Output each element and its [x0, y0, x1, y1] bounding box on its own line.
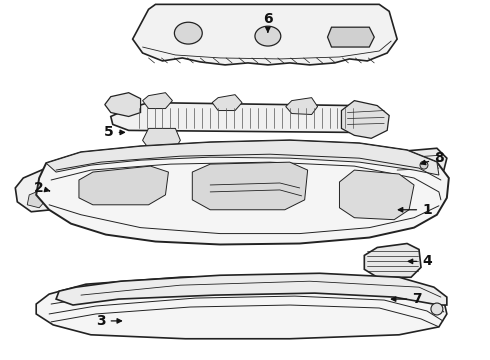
Polygon shape	[36, 140, 449, 244]
Polygon shape	[143, 93, 172, 109]
Text: 8: 8	[421, 151, 444, 165]
Ellipse shape	[174, 22, 202, 44]
Polygon shape	[286, 98, 318, 114]
Polygon shape	[327, 27, 374, 47]
Polygon shape	[391, 148, 447, 180]
Polygon shape	[365, 243, 421, 277]
Circle shape	[420, 161, 428, 169]
Text: 4: 4	[408, 255, 432, 268]
Circle shape	[431, 303, 443, 315]
Polygon shape	[56, 273, 447, 305]
Polygon shape	[143, 129, 180, 148]
Polygon shape	[111, 103, 377, 132]
Ellipse shape	[255, 26, 281, 46]
Polygon shape	[192, 162, 308, 210]
Polygon shape	[340, 170, 414, 220]
Polygon shape	[342, 100, 389, 138]
Polygon shape	[79, 166, 169, 205]
Polygon shape	[27, 190, 46, 208]
Polygon shape	[15, 168, 69, 212]
Text: 1: 1	[398, 203, 432, 217]
Text: 2: 2	[34, 181, 49, 195]
Text: 3: 3	[96, 314, 122, 328]
Polygon shape	[212, 95, 242, 111]
Polygon shape	[133, 4, 397, 65]
Text: 7: 7	[392, 292, 422, 306]
Polygon shape	[36, 275, 447, 339]
Polygon shape	[105, 93, 141, 117]
Polygon shape	[46, 140, 439, 175]
Text: 5: 5	[104, 125, 124, 139]
Text: 6: 6	[263, 12, 272, 32]
